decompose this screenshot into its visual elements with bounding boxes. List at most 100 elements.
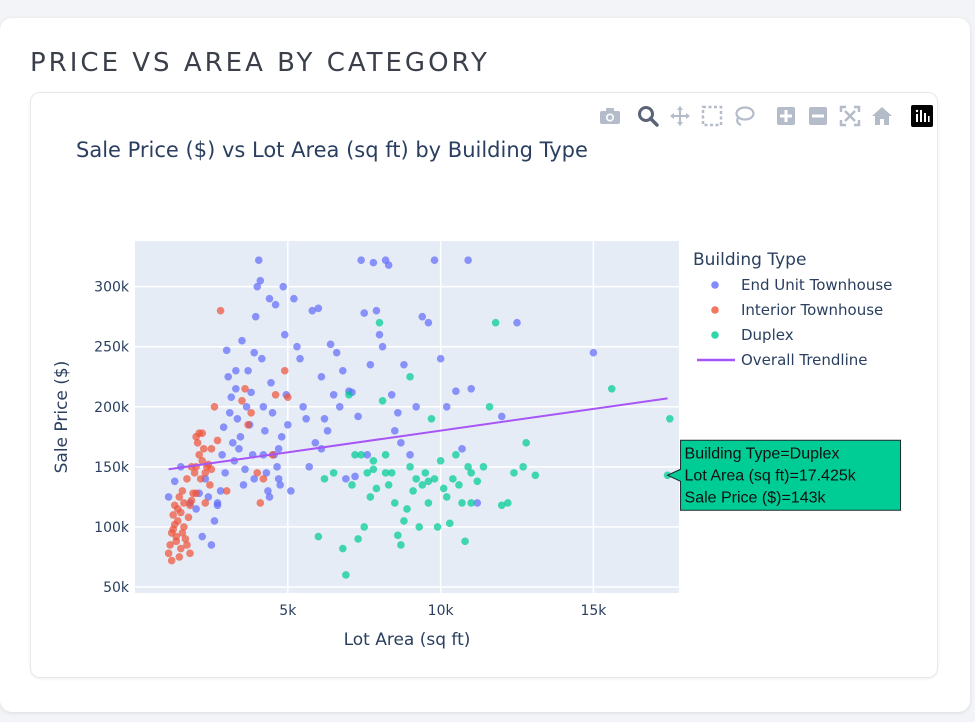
data-point [276,481,284,489]
data-point [222,487,231,495]
box-select-icon[interactable] [699,103,725,129]
data-point [467,499,475,507]
data-point [280,330,289,339]
data-point [433,523,442,531]
data-point [406,372,414,381]
data-point [335,402,344,411]
data-point [274,445,283,453]
data-point [329,390,338,399]
data-point [192,489,200,498]
data-point [206,481,214,489]
data-point [284,421,292,429]
data-point [513,318,521,327]
data-point [184,513,193,522]
data-point [198,429,207,438]
data-point [378,396,387,405]
data-point [207,445,216,453]
data-point [164,493,173,501]
autoscale-icon[interactable] [837,103,863,129]
data-point [360,309,369,317]
data-point [390,499,399,507]
data-point [400,360,408,369]
data-point [473,499,482,507]
data-point [357,256,365,265]
data-point [190,469,199,477]
data-point [369,258,378,267]
data-point [351,472,359,481]
data-point [406,463,414,471]
data-point [418,312,427,321]
data-point [167,556,176,565]
data-point [427,415,436,423]
data-point [241,384,249,393]
data-point [666,415,674,423]
data-point [424,318,433,327]
data-point [219,423,228,432]
data-point [183,541,191,549]
data-point [280,366,289,375]
data-point [238,396,246,405]
data-point [172,532,181,541]
data-point [409,487,417,495]
reset-axes-icon[interactable] [869,103,895,129]
chart-svg[interactable]: Sale Price ($) vs Lot Area (sq ft) by Bu… [31,93,937,677]
data-point [225,408,234,417]
y-tick-label: 300k [94,280,130,296]
data-point [342,571,350,579]
data-point [445,519,454,528]
zoom-out-icon[interactable] [805,103,831,129]
data-point [415,523,424,531]
data-point [290,294,298,303]
data-point [397,541,405,549]
data-point [436,354,445,363]
data-point [412,475,420,483]
data-point [381,469,390,477]
data-point [173,517,182,525]
data-point [375,330,384,339]
data-point [251,312,260,321]
data-point [311,439,320,447]
data-point [479,463,488,471]
data-point [235,445,243,453]
data-point [320,475,329,483]
data-point [369,457,378,465]
data-point [381,451,390,459]
data-point [375,318,384,327]
data-point [589,348,598,357]
data-point [213,499,222,507]
chart-card: Sale Price ($) vs Lot Area (sq ft) by Bu… [30,92,938,678]
data-point [424,477,433,486]
data-point [261,427,269,435]
data-point [175,493,184,501]
zoom-in-icon[interactable] [773,103,799,129]
data-point [372,306,381,315]
data-point [299,402,307,411]
data-point [308,306,317,315]
page-card: PRICE VS AREA BY CATEGORY Sale Price ($)… [0,18,970,712]
data-point [329,469,338,477]
camera-icon[interactable] [597,103,623,129]
pan-icon[interactable] [667,103,693,129]
data-point [293,342,301,351]
data-point [239,481,248,489]
y-tick-label: 200k [94,400,130,416]
data-point [277,433,286,441]
data-point [326,340,335,349]
data-point [384,261,393,269]
hover-tooltip: Building Type=Duplex Lot Area (sq ft)=17.… [666,439,902,511]
section-title: PRICE VS AREA BY CATEGORY [30,48,490,78]
data-point [436,457,445,465]
data-point [196,475,205,483]
data-point [178,487,187,495]
zoom-icon[interactable] [635,103,661,129]
data-point [213,436,222,445]
lasso-select-icon[interactable] [731,103,757,129]
legend-label: Interior Townhouse [741,301,883,319]
data-point [351,451,359,459]
data-point [177,544,185,553]
data-point [287,487,295,495]
plotly-logo-icon[interactable] [909,103,935,129]
data-point [467,469,475,477]
y-tick-label: 250k [94,340,130,356]
series-2 [314,318,674,579]
